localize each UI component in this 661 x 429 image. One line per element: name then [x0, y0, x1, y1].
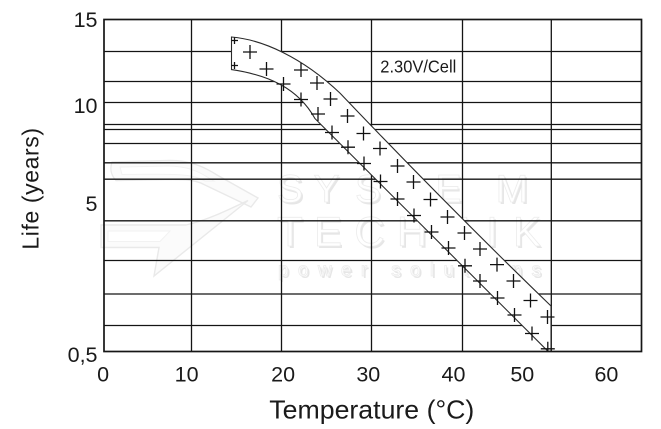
- svg-text:I: I: [486, 208, 498, 255]
- svg-text:M: M: [498, 170, 531, 213]
- svg-text:60: 60: [594, 362, 618, 386]
- svg-text:50: 50: [510, 362, 534, 386]
- svg-text:5: 5: [86, 192, 98, 216]
- svg-text:T: T: [279, 210, 305, 257]
- svg-text:Y: Y: [315, 170, 341, 213]
- svg-text:C: C: [354, 208, 384, 255]
- svg-text:Y: Y: [313, 168, 339, 211]
- svg-text:0: 0: [97, 362, 109, 386]
- svg-text:E: E: [314, 208, 342, 255]
- svg-text:30: 30: [356, 362, 380, 386]
- svg-text:Life (years): Life (years): [18, 127, 44, 249]
- svg-text:K: K: [513, 208, 541, 255]
- svg-text:M: M: [496, 168, 529, 211]
- svg-text:I: I: [488, 210, 500, 257]
- svg-text:2.30V/Cell: 2.30V/Cell: [380, 57, 456, 77]
- svg-text:0,5: 0,5: [68, 343, 98, 367]
- svg-text:K: K: [515, 210, 543, 257]
- svg-text:S: S: [279, 170, 305, 213]
- svg-text:40: 40: [442, 362, 466, 386]
- svg-text:10: 10: [74, 94, 98, 118]
- svg-text:E: E: [316, 210, 344, 257]
- svg-text:15: 15: [74, 8, 98, 32]
- svg-text:20: 20: [271, 362, 295, 386]
- svg-text:10: 10: [175, 362, 199, 386]
- svg-text:Temperature (°C): Temperature (°C): [269, 395, 474, 425]
